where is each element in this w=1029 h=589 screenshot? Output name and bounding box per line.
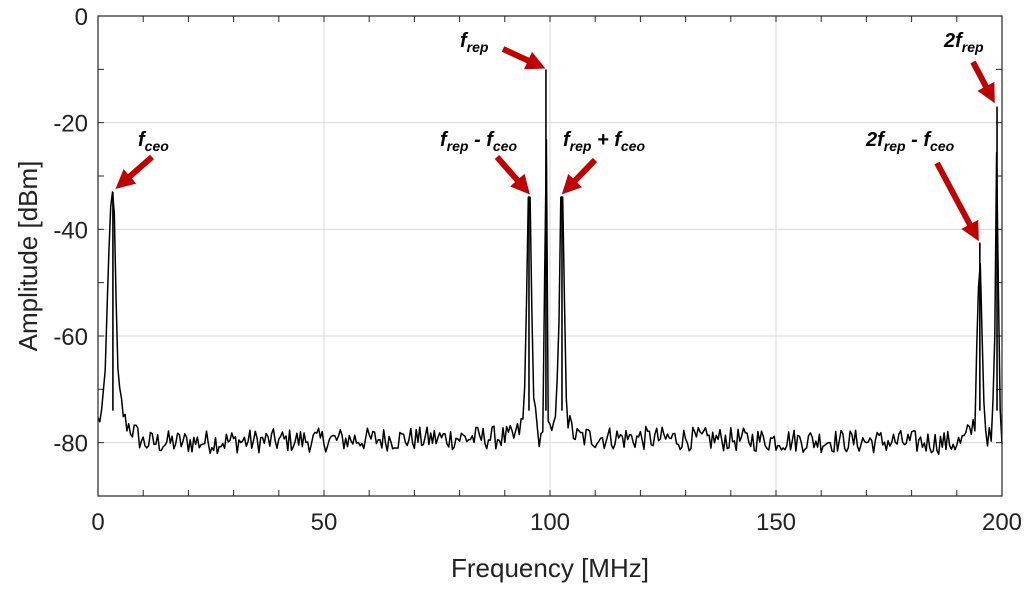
y-axis-label: Amplitude [dBm] <box>13 161 43 352</box>
peak-annotation: frep + fceo <box>563 129 645 154</box>
peak-annotation: 2frep - fceo <box>865 129 955 154</box>
annotation-text: f <box>563 129 572 151</box>
annotation-text: f <box>460 30 469 52</box>
annotation-text: - f <box>468 129 495 151</box>
annotation-text: f <box>138 129 147 151</box>
y-tick-label: -40 <box>53 217 88 244</box>
annotation-arrow <box>115 154 154 189</box>
annotation-arrow <box>970 60 995 104</box>
annotation-subscript: ceo <box>621 138 646 154</box>
peak-annotation: frep <box>460 30 489 55</box>
x-tick-label: 100 <box>530 509 570 536</box>
annotation-arrow <box>501 46 546 70</box>
y-tick-label: -80 <box>53 431 88 458</box>
annotation-subscript: ceo <box>493 138 518 154</box>
peak-annotation: fceo <box>138 129 169 154</box>
annotation-subscript: ceo <box>145 138 170 154</box>
annotation-text: + f <box>591 129 623 151</box>
annotation-subscript: rep <box>467 39 489 55</box>
annotation-subscript: ceo <box>930 138 955 154</box>
annotation-arrow <box>934 161 979 242</box>
spectrum-trace <box>97 138 1003 455</box>
annotation-text: - f <box>906 129 933 151</box>
annotation-text: f <box>440 129 449 151</box>
annotation-arrow <box>561 157 598 195</box>
x-axis-label: Frequency [MHz] <box>451 553 649 583</box>
y-tick-label: -20 <box>53 111 88 138</box>
annotation-subscript: rep <box>884 138 906 154</box>
peak-annotation: 2frep <box>943 30 984 55</box>
peak-annotation: frep - fceo <box>440 129 517 154</box>
annotation-subscript: rep <box>570 138 592 154</box>
annotation-subscript: rep <box>962 39 984 55</box>
y-tick-label: 0 <box>75 4 88 31</box>
y-tick-label: -60 <box>53 324 88 351</box>
x-tick-label: 50 <box>311 509 338 536</box>
plot-frame <box>97 15 1003 497</box>
x-tick-label: 150 <box>756 509 796 536</box>
x-tick-label: 0 <box>91 509 104 536</box>
x-tick-label: 200 <box>982 509 1022 536</box>
annotation-subscript: rep <box>447 138 469 154</box>
annotation-text: 2f <box>865 129 886 151</box>
annotation-text: 2f <box>943 30 964 52</box>
annotation-arrow <box>494 155 530 195</box>
